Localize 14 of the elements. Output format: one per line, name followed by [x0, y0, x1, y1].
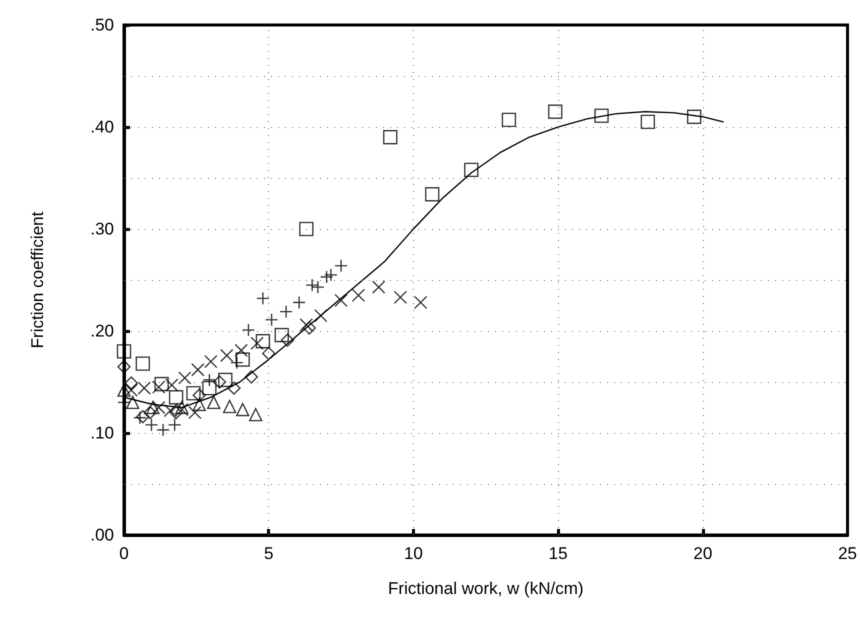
y-tick-label: .20: [90, 322, 114, 340]
x-tick-label: 0: [119, 544, 129, 563]
x-tick-label: 25: [838, 544, 858, 563]
x-tick-label: 15: [548, 544, 568, 563]
y-tick-label: .50: [90, 16, 114, 34]
x-tick-label: 5: [264, 544, 274, 563]
x-tick-label: 10: [404, 544, 423, 563]
y-tick-label: .30: [90, 220, 114, 238]
x-tick-label: 20: [693, 544, 712, 563]
y-axis-title: Friction coefficient: [28, 211, 47, 348]
y-tick-label: .00: [90, 526, 114, 544]
x-axis-title: Frictional work, w (kN/cm): [388, 579, 584, 598]
y-tick-label: .40: [90, 118, 114, 136]
y-tick-label: .10: [90, 424, 114, 442]
